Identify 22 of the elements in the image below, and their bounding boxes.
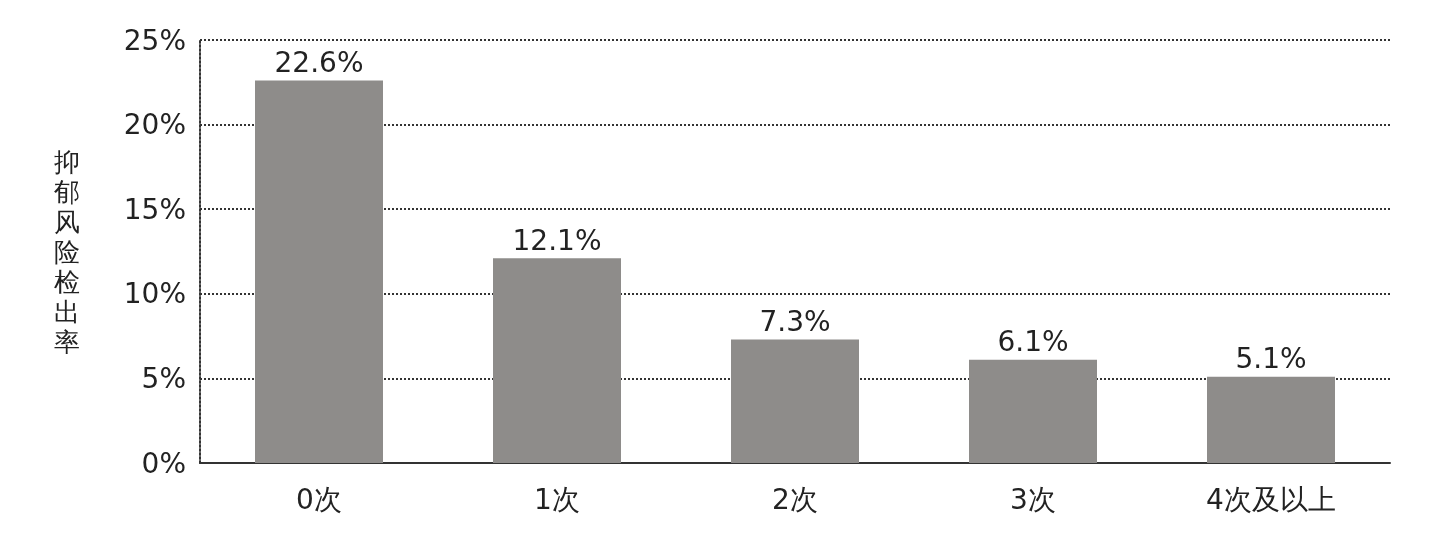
y-tick-label: 5% bbox=[141, 361, 186, 395]
y-tick-label: 10% bbox=[123, 277, 186, 311]
x-tick-label: 2次 bbox=[772, 482, 818, 516]
data-label: 6.1% bbox=[997, 325, 1069, 359]
bar bbox=[1207, 376, 1335, 463]
y-tick-label: 20% bbox=[123, 108, 186, 142]
data-label: 22.6% bbox=[274, 46, 364, 80]
bar bbox=[969, 359, 1097, 463]
data-label: 7.3% bbox=[759, 304, 831, 338]
y-axis-title: 抑郁风险检出率 bbox=[54, 146, 80, 357]
y-tick-label: 25% bbox=[123, 23, 186, 57]
x-tick-label: 4次及以上 bbox=[1206, 482, 1336, 516]
y-tick-label: 0% bbox=[141, 446, 186, 480]
data-label: 12.1% bbox=[512, 223, 602, 257]
x-tick-label: 3次 bbox=[1010, 482, 1056, 516]
bar bbox=[731, 339, 859, 463]
data-label: 5.1% bbox=[1235, 342, 1307, 376]
bar bbox=[255, 80, 383, 463]
y-tick-label: 15% bbox=[123, 192, 186, 226]
x-tick-label: 1次 bbox=[534, 482, 580, 516]
bar bbox=[493, 258, 621, 463]
x-tick-label: 0次 bbox=[296, 482, 342, 516]
